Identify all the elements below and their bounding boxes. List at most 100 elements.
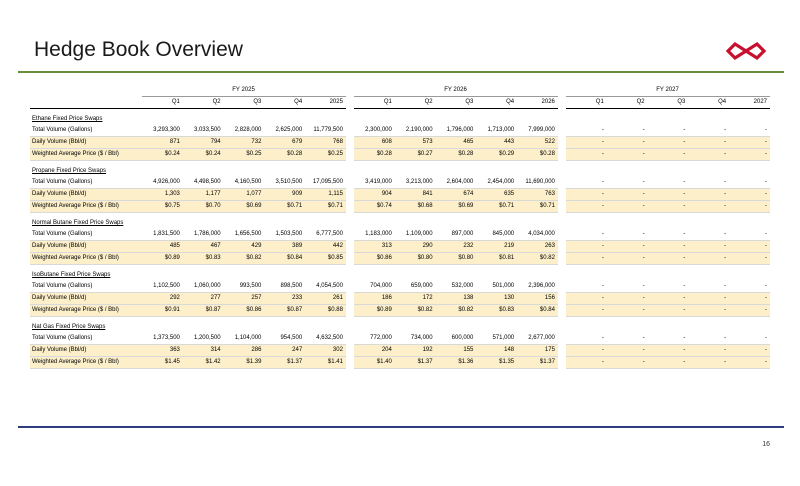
table-cell: - [566, 304, 607, 317]
table-cell: $0.87 [264, 304, 306, 317]
column-gap [345, 148, 355, 161]
row-label: Daily Volume (Bbl/d) [30, 344, 143, 357]
table-cell: 1,831,500 [142, 229, 183, 241]
table-cell: - [566, 125, 607, 137]
page-number: 16 [762, 441, 770, 448]
row-label: Total Volume (Gallons) [30, 281, 143, 293]
table-cell: 897,000 [435, 229, 477, 241]
section-header: Normal Butane Fixed Price Swaps [32, 220, 124, 226]
table-cell: 904 [354, 188, 395, 201]
table-cell: 363 [142, 344, 183, 357]
table-row: Daily Volume (Bbl/d) 363 314 286 247 302 204 19… [30, 344, 770, 357]
column-gap [557, 200, 567, 213]
table-cell: 2,300,000 [354, 125, 395, 137]
table-cell: 6,777,500 [305, 229, 346, 241]
fy-header-2026: FY 2026 [354, 85, 558, 97]
table-cell: $0.68 [394, 200, 436, 213]
table-cell: 1,786,000 [182, 229, 224, 241]
table-cell: - [647, 344, 689, 357]
table-cell: 7,999,000 [517, 125, 558, 137]
row-label: Daily Volume (Bbl/d) [30, 240, 143, 253]
table-cell: 186 [354, 292, 395, 305]
table-cell: - [688, 200, 730, 213]
table-cell: 175 [517, 344, 558, 357]
column-gap [557, 281, 567, 293]
table-row: Weighted Average Price ($ / Bbl) $0.75 $0.… [30, 200, 770, 213]
table-cell: $0.80 [394, 252, 436, 265]
table-row: Weighted Average Price ($ / Bbl) $0.89 $0.… [30, 252, 770, 265]
table-cell: 600,000 [435, 333, 477, 345]
column-gap [345, 240, 355, 253]
table-cell: 763 [517, 188, 558, 201]
table-cell: 442 [305, 240, 346, 253]
table-cell: - [606, 252, 648, 265]
table-cell: - [606, 292, 648, 305]
table-cell: $0.82 [435, 304, 477, 317]
table-cell: 292 [142, 292, 183, 305]
table-cell: $0.25 [305, 148, 346, 161]
table-cell: $0.25 [223, 148, 265, 161]
column-gap [345, 333, 355, 345]
table-cell: $0.89 [142, 252, 183, 265]
table-cell: 1,713,000 [476, 125, 518, 137]
row-label: Total Volume (Gallons) [30, 333, 143, 345]
table-cell: - [606, 304, 648, 317]
table-cell: $0.82 [394, 304, 436, 317]
table-cell: 732 [223, 136, 265, 149]
section-header-row: Propane Fixed Price Swaps [30, 166, 770, 177]
table-cell: 429 [223, 240, 265, 253]
table-cell: - [729, 177, 770, 189]
table-cell: 1,060,000 [182, 281, 224, 293]
table-cell: 17,095,500 [305, 177, 346, 189]
table-cell: 4,926,000 [142, 177, 183, 189]
table-row: Daily Volume (Bbl/d) 292 277 257 233 261 186 17… [30, 292, 770, 305]
table-cell: 277 [182, 292, 224, 305]
column-header: Q1 [354, 96, 395, 109]
column-header: Q4 [688, 96, 730, 109]
table-cell: - [647, 125, 689, 137]
table-row: Weighted Average Price ($ / Bbl) $1.45 $1.… [30, 356, 770, 369]
table-cell: 1,102,500 [142, 281, 183, 293]
table-cell: - [606, 125, 648, 137]
table-cell: - [729, 292, 770, 305]
table-cell: 233 [264, 292, 306, 305]
table-cell: - [606, 188, 648, 201]
table-cell: 571,000 [476, 333, 518, 345]
table-cell: 635 [476, 188, 518, 201]
table-cell: 768 [305, 136, 346, 149]
table-cell: - [606, 136, 648, 149]
table-cell: 501,000 [476, 281, 518, 293]
column-gap [557, 229, 567, 241]
table-cell: $0.84 [517, 304, 558, 317]
table-cell: - [606, 148, 648, 161]
table-cell: 263 [517, 240, 558, 253]
table-cell: 2,828,000 [223, 125, 265, 137]
table-cell: 313 [354, 240, 395, 253]
column-header: Q2 [394, 96, 436, 109]
table-cell: 1,077 [223, 188, 265, 201]
table-cell: 898,500 [264, 281, 306, 293]
row-label: Daily Volume (Bbl/d) [30, 188, 143, 201]
page-title: Hedge Book Overview [34, 38, 243, 61]
table-cell: - [606, 240, 648, 253]
table-cell: 11,690,000 [517, 177, 558, 189]
table-cell: 522 [517, 136, 558, 149]
hedge-book-table: FY 2025 FY 2026 FY 2027 Q1 Q2 Q3 Q4 2025… [30, 85, 770, 369]
column-header: Q1 [566, 96, 607, 109]
table-cell: 1,503,500 [264, 229, 306, 241]
table-cell: - [566, 188, 607, 201]
table-cell: - [566, 344, 607, 357]
table-cell: 4,160,500 [223, 177, 265, 189]
table-cell: $0.28 [264, 148, 306, 161]
table-cell: 2,677,000 [517, 333, 558, 345]
column-gap [557, 136, 567, 149]
table-cell: 1,303 [142, 188, 183, 201]
table-cell: 314 [182, 344, 224, 357]
table-cell: $0.80 [435, 252, 477, 265]
table-cell: 674 [435, 188, 477, 201]
column-gap [557, 292, 567, 305]
table-cell: - [729, 240, 770, 253]
table-cell: 204 [354, 344, 395, 357]
table-cell: 871 [142, 136, 183, 149]
table-cell: 954,500 [264, 333, 306, 345]
